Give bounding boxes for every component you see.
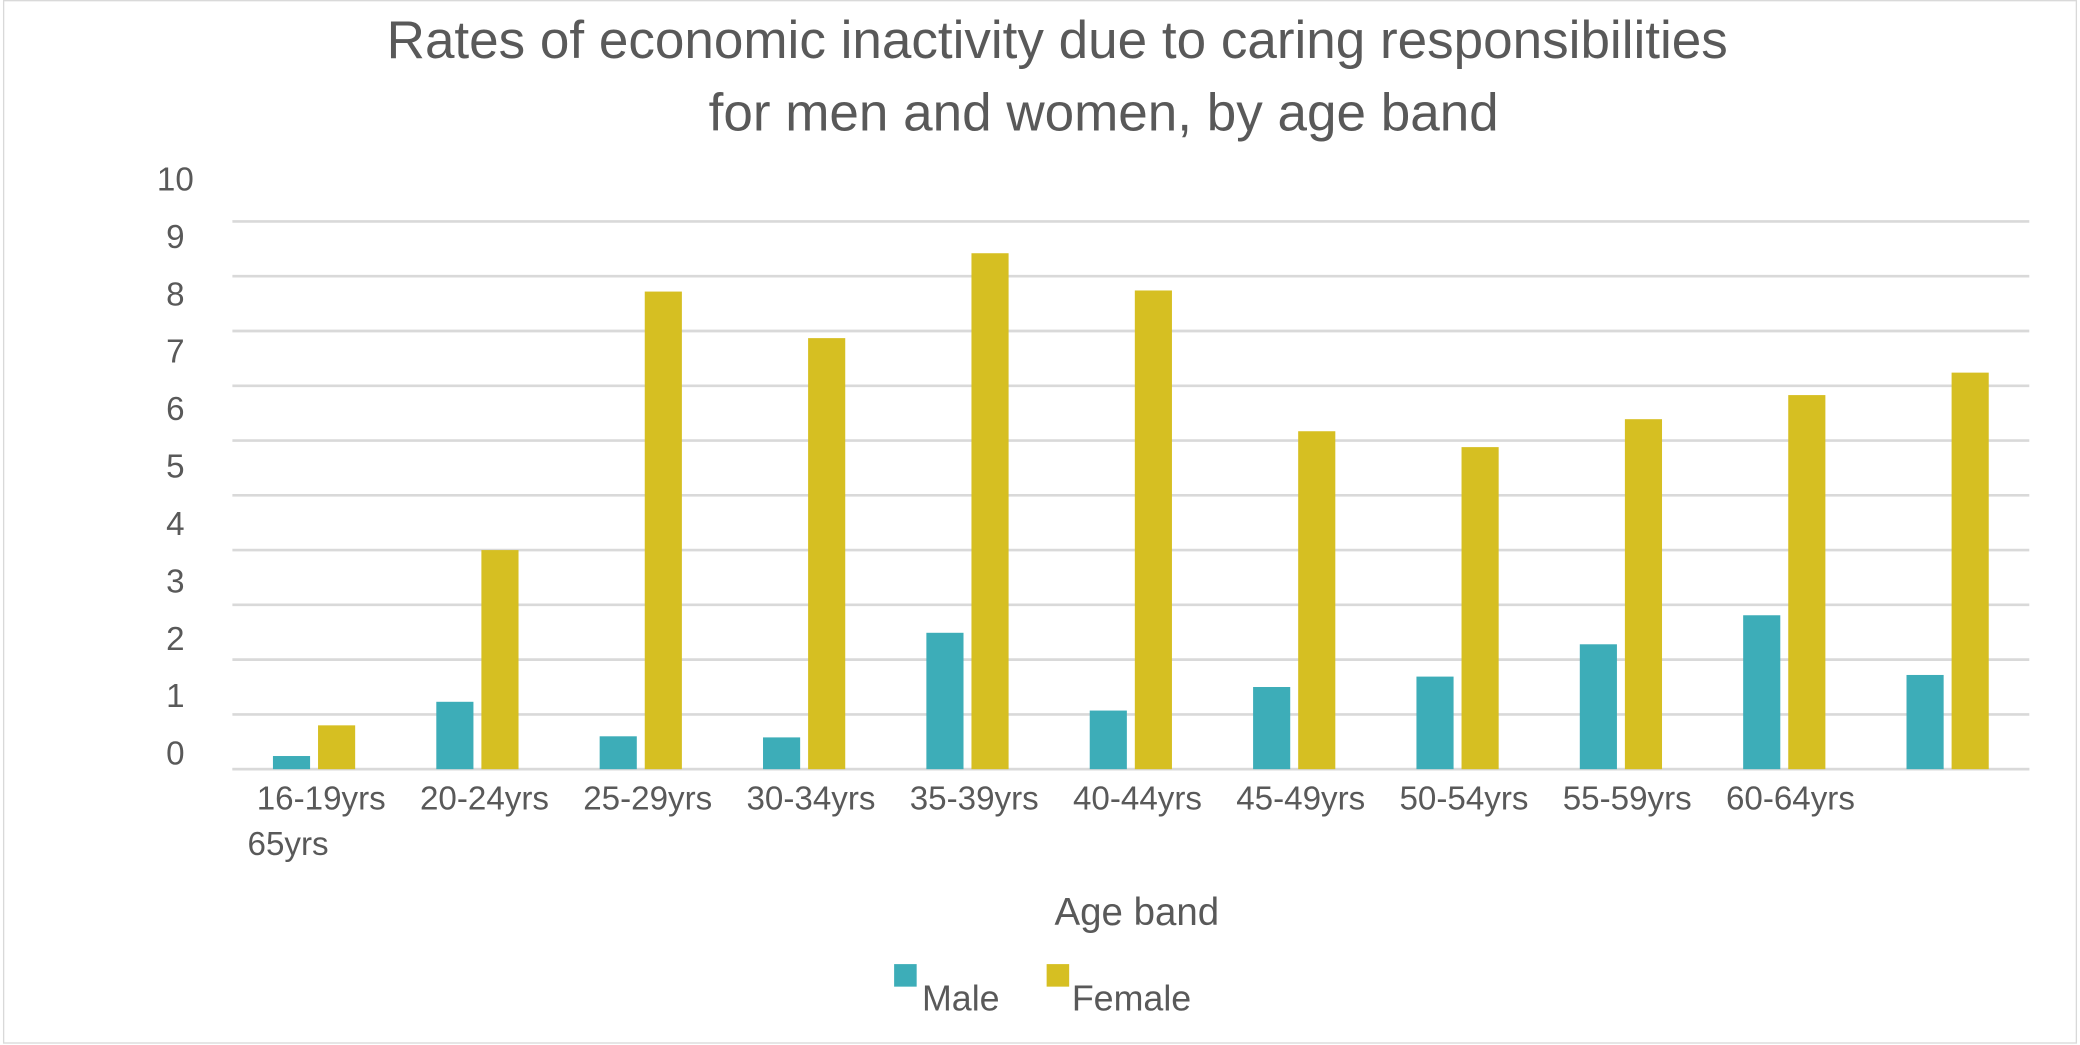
legend-label: Male [922, 979, 1000, 1019]
bar [971, 253, 1009, 770]
x-tick-label: 25-29yrs [583, 781, 712, 818]
x-tick-label: 60-64yrs [1726, 781, 1855, 818]
x-tick-label: 35-39yrs [910, 781, 1039, 818]
legend-swatch [1046, 964, 1070, 987]
bar [1416, 676, 1454, 770]
bar [808, 338, 846, 770]
x-tick-label: 65yrs [248, 826, 329, 863]
y-tick-label: 5 [166, 449, 184, 486]
bar [1253, 687, 1291, 770]
bar [599, 736, 637, 770]
y-tick-label: 7 [166, 334, 184, 371]
x-tick-label: 40-44yrs [1073, 781, 1202, 818]
bar [1461, 447, 1499, 770]
bar [644, 291, 682, 770]
y-tick-label: 9 [166, 219, 184, 256]
bar [1906, 674, 1944, 770]
x-tick-label: 30-34yrs [746, 781, 875, 818]
legend-swatch [894, 964, 917, 987]
y-tick-label: 6 [166, 391, 184, 428]
x-tick-label: 55-59yrs [1563, 781, 1692, 818]
x-tick-label: 45-49yrs [1236, 781, 1365, 818]
bar [926, 632, 964, 770]
bar [272, 756, 311, 770]
y-tick-label: 8 [166, 276, 184, 313]
bar [318, 725, 356, 770]
legend-label: Female [1072, 979, 1191, 1019]
bar [1298, 431, 1336, 770]
bar [1743, 615, 1781, 770]
bar [763, 737, 801, 770]
bar [1951, 372, 1989, 770]
bar [1624, 419, 1663, 770]
y-tick-label: 3 [166, 563, 184, 600]
y-tick-label: 4 [166, 506, 184, 543]
bar [1089, 710, 1127, 770]
y-tick-label: 10 [157, 161, 194, 198]
bar [481, 550, 519, 770]
y-tick-label: 2 [166, 621, 184, 658]
y-tick-label: 0 [166, 736, 184, 773]
bar [1579, 644, 1617, 770]
bar [1788, 395, 1826, 770]
x-tick-label: 50-54yrs [1399, 781, 1528, 818]
x-tick-label: 20-24yrs [420, 781, 549, 818]
chart-title: Rates of economic inactivity due to cari… [387, 11, 1728, 70]
chart-title: for men and women, by age band [709, 84, 1499, 143]
bar [1134, 290, 1172, 770]
bar [436, 701, 474, 770]
x-tick-label: 16-19yrs [257, 781, 386, 818]
x-axis-title: Age band [1055, 891, 1220, 934]
y-tick-label: 1 [166, 678, 184, 715]
